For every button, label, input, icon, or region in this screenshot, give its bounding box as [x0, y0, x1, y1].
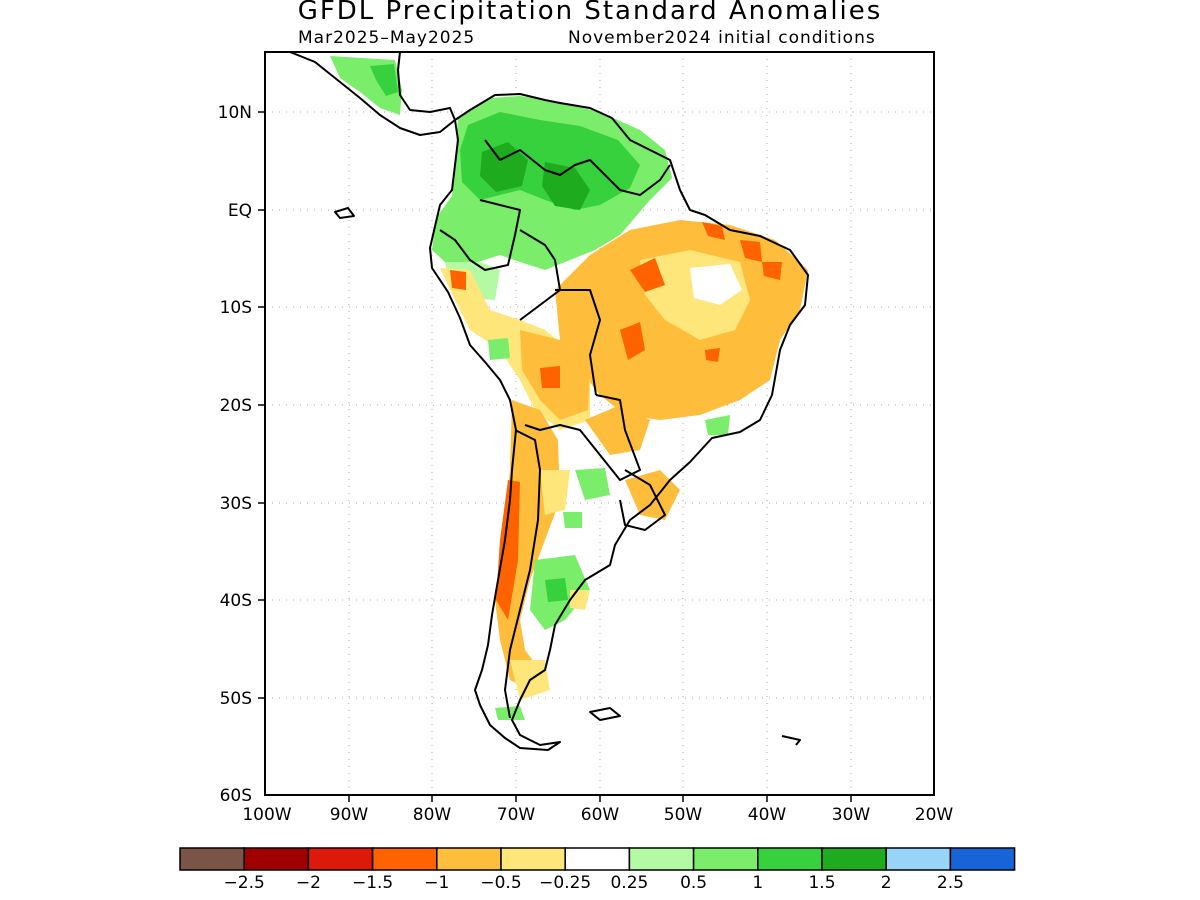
lon-label-50w: 50W: [664, 805, 703, 825]
colorbar-label: 0.5: [680, 873, 707, 893]
peru-strong-dry: [450, 270, 466, 290]
colorbar-swatch: [628, 847, 695, 871]
colorbar-label: −2: [296, 873, 321, 893]
colorbar-swatch: [500, 847, 566, 871]
lon-label-30w: 30W: [832, 805, 871, 825]
lon-label-20w: 20W: [915, 805, 954, 825]
lat-label-10s: 10S: [220, 298, 252, 318]
argentina-mild-dry: [540, 470, 570, 515]
colorbar-label: −0.25: [539, 873, 591, 893]
bolivia-strong-dry: [540, 366, 560, 388]
falkland-islands: [589, 707, 621, 721]
lon-label-90w: 90W: [330, 805, 369, 825]
colorbar-label: −2.5: [224, 873, 265, 893]
colorbar-swatch: [371, 847, 438, 871]
colorbar-label: 1.5: [808, 873, 835, 893]
lon-label-100w: 100W: [242, 805, 291, 825]
argentina-wet-1: [575, 468, 610, 500]
argentina-wet-4: [563, 512, 582, 528]
map-title: GFDL Precipitation Standard Anomalies: [297, 0, 883, 26]
colorbar-swatch: [692, 847, 759, 871]
brazil-strong-dry-1: [630, 258, 665, 292]
colorbar-swatch: [757, 847, 823, 871]
brazil-neutral-patch: [690, 264, 742, 305]
colorbar-label: −1: [424, 873, 449, 893]
initial-conditions: November2024 initial conditions: [568, 28, 876, 48]
latitude-axis: [258, 111, 265, 699]
lat-label-10n: 10N: [218, 103, 252, 123]
colorbar-label: −0.5: [480, 873, 521, 893]
colorbar-swatch: [949, 847, 1016, 871]
colorbar: −2.5 −2 −1.5 −1 −0.5 −0.25 0.25 0.5 1 1.5 2 2.5: [179, 847, 1016, 893]
forecast-period: Mar2025–May2025: [298, 28, 476, 48]
central-america-strong-wet: [370, 64, 398, 96]
lon-label-80w: 80W: [413, 805, 452, 825]
brazil-strong-dry-6: [705, 348, 720, 362]
longitude-axis: [348, 795, 852, 802]
colorbar-swatch: [885, 847, 952, 871]
argentina-wet-3: [545, 578, 568, 602]
paraguay-dry: [585, 405, 650, 455]
colorbar-swatch: [179, 847, 245, 871]
country-borders: [439, 139, 671, 719]
lat-label-40s: 40S: [220, 591, 252, 611]
lat-label-20s: 20S: [220, 396, 252, 416]
lat-label-60s: 60S: [220, 786, 252, 806]
colorbar-swatch: [564, 847, 631, 871]
chile-strong-dry: [496, 480, 520, 620]
colorbar-label: 2.5: [937, 873, 964, 893]
north-sa-very-wet: [480, 142, 528, 192]
lat-label-eq: EQ: [228, 201, 252, 221]
brazil-strong-dry-4: [762, 262, 782, 280]
argentina-dry-patch: [570, 590, 590, 610]
south-georgia: [781, 735, 801, 746]
colorbar-label: 2: [881, 873, 892, 893]
galapagos-islands: [334, 207, 355, 219]
coastlines: [289, 52, 809, 751]
brazil-strong-dry-5: [702, 222, 725, 240]
colorbar-swatch: [307, 847, 374, 871]
colorbar-label: 1: [752, 873, 763, 893]
brazil-strong-dry-3: [740, 240, 762, 262]
colorbar-swatch: [436, 847, 502, 871]
peru-wet-patch: [488, 338, 510, 360]
southeast-brazil-dry: [625, 470, 680, 520]
southeast-brazil-wet: [705, 415, 730, 435]
brazil-strong-dry-2: [620, 322, 645, 360]
anomaly-field: [330, 56, 808, 720]
lon-label-70w: 70W: [497, 805, 536, 825]
colorbar-label: 0.25: [610, 873, 648, 893]
colorbar-swatch: [821, 847, 887, 871]
lon-label-60w: 60W: [581, 805, 620, 825]
south-america-coast: [429, 93, 809, 751]
lon-label-40w: 40W: [748, 805, 787, 825]
lat-label-50s: 50S: [220, 689, 252, 709]
colorbar-swatch: [243, 847, 310, 871]
lat-label-30s: 30S: [220, 494, 252, 514]
central-america-coast: [289, 52, 456, 136]
colorbar-label: −1.5: [352, 873, 393, 893]
